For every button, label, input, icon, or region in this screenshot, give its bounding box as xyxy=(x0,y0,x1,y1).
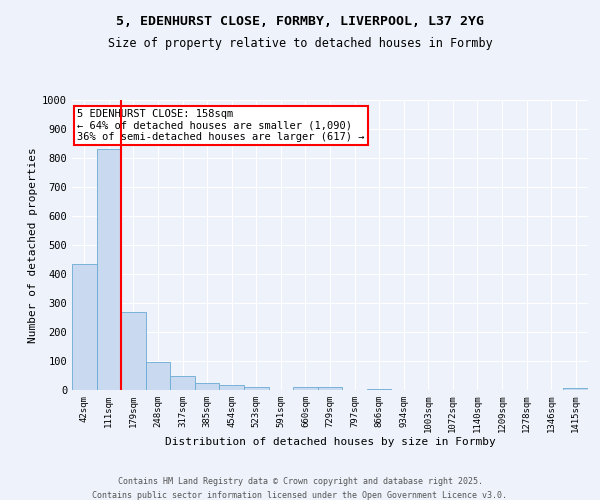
Text: Contains public sector information licensed under the Open Government Licence v3: Contains public sector information licen… xyxy=(92,491,508,500)
Bar xyxy=(244,386,269,390)
Text: 5, EDENHURST CLOSE, FORMBY, LIVERPOOL, L37 2YG: 5, EDENHURST CLOSE, FORMBY, LIVERPOOL, L… xyxy=(116,15,484,28)
Bar xyxy=(318,387,342,390)
Bar xyxy=(220,386,244,390)
Bar xyxy=(97,150,121,390)
Bar xyxy=(170,376,195,390)
Text: 5 EDENHURST CLOSE: 158sqm
← 64% of detached houses are smaller (1,090)
36% of se: 5 EDENHURST CLOSE: 158sqm ← 64% of detac… xyxy=(77,108,365,142)
Bar xyxy=(121,312,146,390)
Text: Contains HM Land Registry data © Crown copyright and database right 2025.: Contains HM Land Registry data © Crown c… xyxy=(118,478,482,486)
Bar xyxy=(72,264,97,390)
Bar xyxy=(293,387,318,390)
Bar xyxy=(563,388,588,390)
Bar xyxy=(195,383,220,390)
Y-axis label: Number of detached properties: Number of detached properties xyxy=(28,147,38,343)
X-axis label: Distribution of detached houses by size in Formby: Distribution of detached houses by size … xyxy=(164,436,496,446)
Bar xyxy=(146,362,170,390)
Bar xyxy=(367,388,391,390)
Text: Size of property relative to detached houses in Formby: Size of property relative to detached ho… xyxy=(107,38,493,51)
